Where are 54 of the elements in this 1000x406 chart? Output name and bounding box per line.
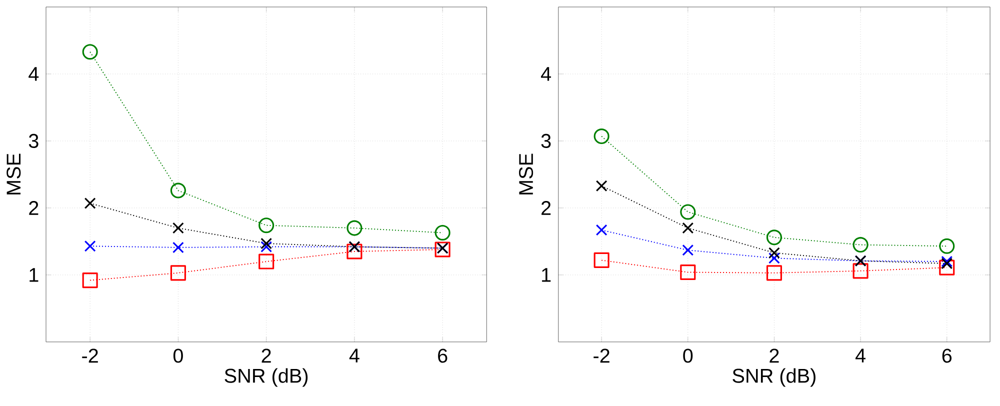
point [939,260,955,276]
y-tick-label: 2 [29,201,38,216]
point [852,237,868,253]
point [852,263,868,279]
point [82,272,98,288]
x-tick-label: 6 [438,348,448,363]
x-axis-title: SNR (dB) [732,368,816,387]
point [260,238,272,250]
y-axis-title: MSE [519,154,534,194]
point [84,240,96,252]
x-tick-label: -2 [82,348,98,363]
y-tick-label: 4 [540,67,551,81]
point [170,265,186,281]
point [346,244,362,260]
point [594,252,610,268]
point [172,222,184,234]
x-tick-label: 4 [855,348,866,363]
y-tick-label: 1 [542,268,551,282]
point [172,242,184,254]
x-tick-label: 0 [173,348,183,363]
y-tick-label: 1 [30,268,38,282]
point [434,225,450,241]
y-tick-label: 3 [28,134,38,148]
y-tick-label: 3 [541,134,551,148]
point [258,254,274,270]
point [768,252,780,264]
x-tick-label: 2 [770,348,779,363]
point [680,204,696,220]
point [766,230,782,246]
point [170,182,186,198]
x-axis-title: SNR (dB) [224,368,308,387]
point [680,264,696,280]
point [939,238,955,254]
x-tick-label: -2 [594,348,610,363]
point [346,220,362,236]
point [82,44,98,60]
point [768,247,780,259]
point [258,218,274,234]
point [596,224,608,236]
x-tick-label: 4 [349,348,360,363]
point [682,244,694,256]
x-tick-label: 6 [942,348,952,363]
x-tick-label: 2 [262,348,271,363]
point [434,242,450,258]
x-tick-label: 0 [683,348,693,363]
point [682,222,694,234]
point [596,180,608,192]
y-tick-label: 4 [28,67,39,81]
point [594,128,610,144]
y-axis-title: MSE [6,154,21,194]
point [260,241,272,253]
point [84,198,96,210]
point [766,265,782,281]
y-tick-label: 2 [542,201,551,216]
